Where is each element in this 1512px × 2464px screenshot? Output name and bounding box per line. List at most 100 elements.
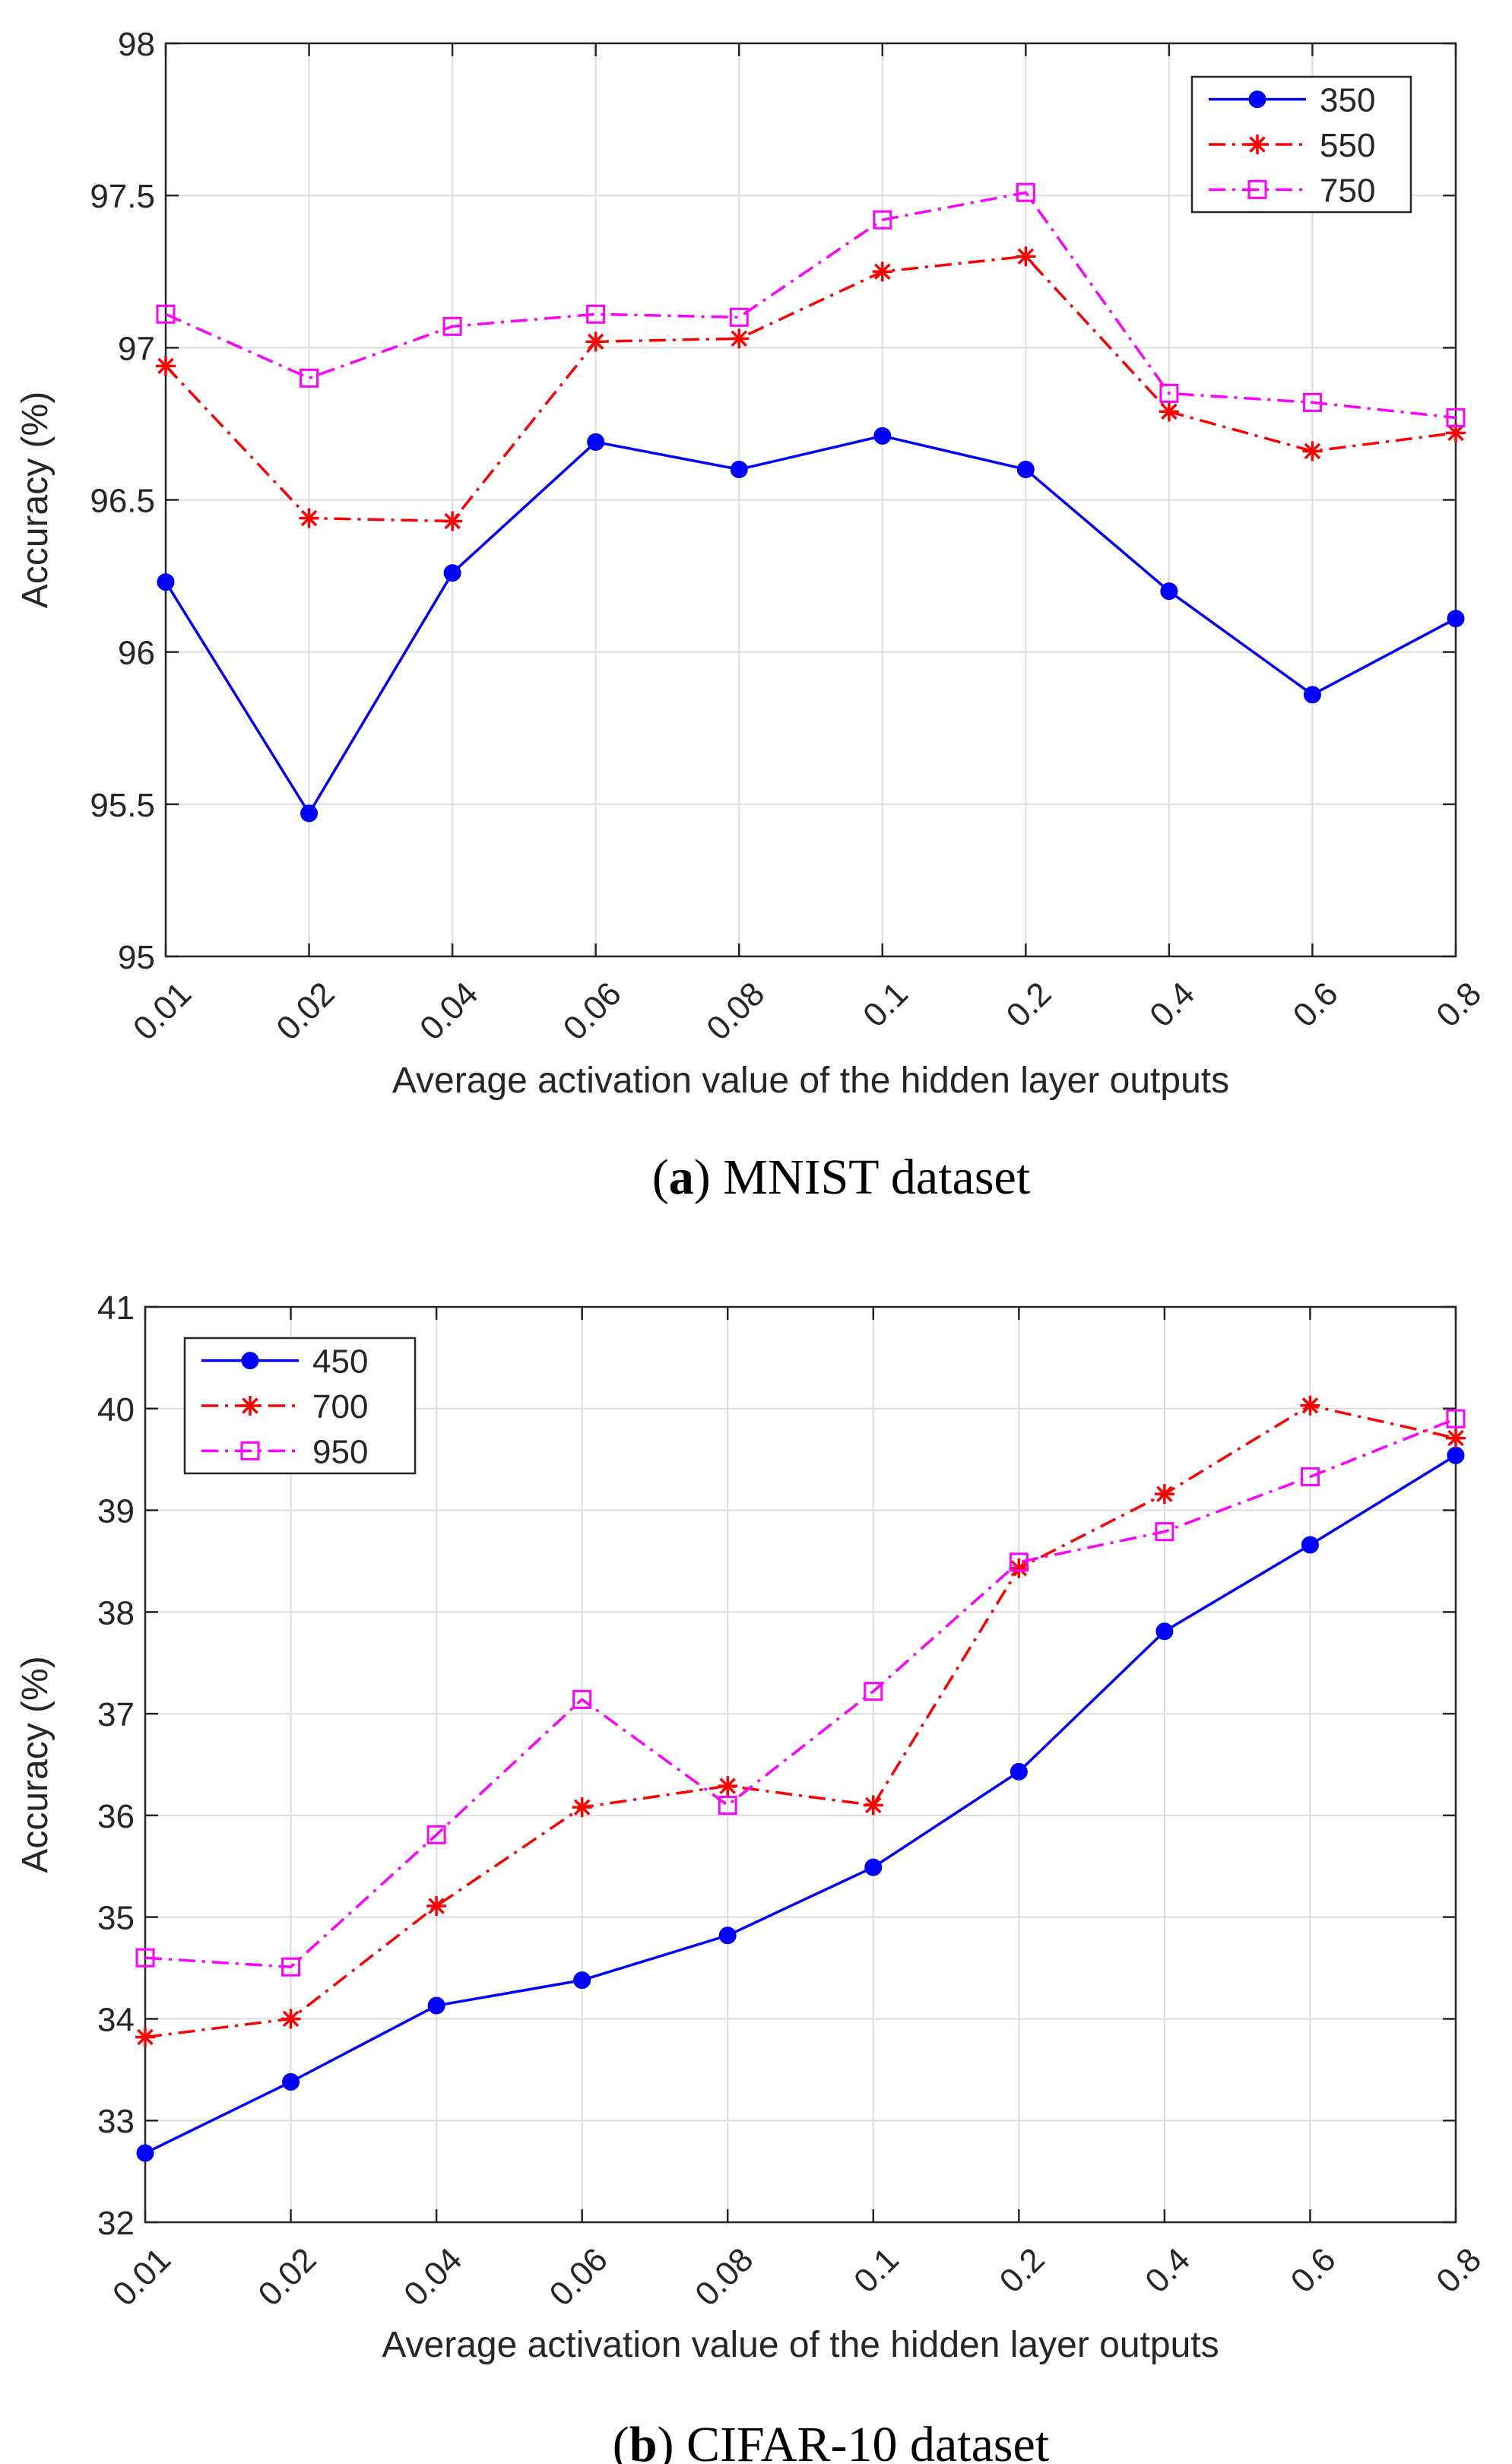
legend-label-700: 700 (312, 1388, 368, 1425)
data-point-700 (1154, 1484, 1174, 1505)
data-point-350 (157, 573, 175, 591)
data-point-700 (281, 2009, 301, 2029)
data-point-700 (426, 1895, 447, 1916)
data-point-700 (572, 1797, 592, 1818)
data-point-450 (1155, 1622, 1174, 1641)
series-950 (135, 1409, 1466, 1977)
legend-label-450: 450 (312, 1343, 368, 1381)
data-point-700 (1009, 1558, 1029, 1578)
y-tick-label: 96 (118, 635, 155, 672)
y-axis-label: Accuracy (%) (15, 1656, 55, 1873)
series-line-950 (144, 1417, 1457, 1968)
y-axis-label: Accuracy (%) (15, 392, 55, 608)
y-tick-label: 38 (97, 1594, 135, 1632)
legend-marker-700 (240, 1396, 260, 1416)
data-point-450 (136, 2144, 154, 2162)
y-tick-label: 41 (97, 1289, 135, 1327)
data-point-350 (1016, 460, 1035, 478)
y-tick-label: 95.5 (90, 787, 155, 824)
legend-marker-750 (1247, 179, 1267, 199)
y-tick-label: 36 (97, 1798, 135, 1835)
data-point-750 (586, 304, 606, 324)
data-point-450 (718, 1926, 737, 1945)
data-point-350 (587, 433, 605, 451)
data-point-550 (1016, 246, 1036, 267)
series-350 (157, 427, 1465, 823)
data-point-550 (729, 328, 750, 349)
legend-label-750: 750 (1320, 172, 1375, 209)
series-line-450 (144, 1454, 1457, 2155)
y-tick-label: 39 (97, 1493, 135, 1530)
data-point-550 (156, 356, 176, 376)
figure-caption: (a) MNIST dataset (652, 1150, 1030, 1205)
y-tick-label: 97.5 (90, 178, 155, 215)
data-point-450 (282, 2072, 300, 2091)
data-point-750 (1016, 182, 1035, 202)
legend-marker-550 (1247, 135, 1267, 154)
data-point-550 (585, 331, 606, 352)
data-point-950 (572, 1689, 592, 1709)
y-tick-label: 40 (97, 1391, 135, 1429)
caption-text: ) CIFAR-10 dataset (658, 2417, 1050, 2464)
data-point-950 (1446, 1409, 1466, 1429)
legend-label-350: 350 (1320, 82, 1375, 119)
caption-letter: b (629, 2417, 658, 2464)
ticks (164, 42, 1457, 958)
data-point-700 (1300, 1395, 1320, 1416)
data-point-550 (872, 262, 892, 282)
data-point-450 (1447, 1446, 1465, 1464)
x-axis-label: Average activation value of the hidden l… (382, 2325, 1219, 2365)
data-point-700 (135, 2027, 155, 2047)
y-tick-label: 96.5 (90, 483, 155, 520)
data-point-550 (299, 508, 319, 528)
data-point-350 (443, 564, 461, 582)
series-750 (156, 182, 1466, 427)
data-point-450 (864, 1858, 883, 1876)
series-450 (136, 1446, 1465, 2162)
caption-open: ( (613, 2417, 629, 2464)
data-point-350 (300, 804, 319, 823)
data-point-550 (442, 511, 463, 531)
legend-marker-950 (240, 1441, 260, 1460)
y-tick-label: 37 (97, 1696, 135, 1733)
data-point-550 (1159, 401, 1179, 422)
data-point-750 (729, 307, 749, 327)
data-point-750 (1159, 383, 1179, 403)
y-tick-label: 95 (118, 939, 155, 976)
legend-marker-450 (241, 1352, 259, 1370)
data-point-950 (135, 1948, 155, 1968)
series-700 (135, 1395, 1466, 2047)
caption-open: ( (652, 1150, 669, 1205)
caption-letter: a (669, 1150, 694, 1205)
series-line-700 (144, 1404, 1457, 2039)
series-line-750 (165, 191, 1457, 420)
data-point-950 (864, 1682, 883, 1701)
data-point-450 (1301, 1536, 1319, 1554)
data-point-450 (573, 1971, 591, 1990)
data-point-700 (1446, 1428, 1466, 1448)
data-point-750 (873, 210, 892, 230)
ticks (144, 1305, 1457, 2224)
data-point-750 (1446, 407, 1466, 427)
y-tick-label: 32 (97, 2205, 135, 2242)
data-point-950 (718, 1796, 737, 1815)
y-tick-label: 34 (97, 2001, 135, 2038)
data-point-350 (873, 427, 892, 445)
figure-caption: (b) CIFAR-10 dataset (613, 2417, 1049, 2464)
data-point-700 (863, 1795, 883, 1815)
data-point-700 (718, 1776, 738, 1796)
data-point-750 (300, 368, 319, 388)
data-point-350 (1303, 686, 1321, 704)
series-line-350 (164, 434, 1457, 815)
legend-box (183, 1337, 417, 1475)
y-tick-label: 97 (118, 330, 155, 367)
legend-marker-350 (1248, 90, 1266, 109)
data-point-350 (1160, 582, 1178, 601)
series-line-550 (164, 255, 1457, 523)
series-550 (156, 246, 1466, 531)
caption-text: ) MNIST dataset (694, 1150, 1030, 1205)
data-point-950 (1155, 1522, 1174, 1542)
data-point-750 (156, 304, 176, 324)
data-point-550 (1302, 441, 1323, 461)
x-axis-label: Average activation value of the hidden l… (392, 1061, 1229, 1101)
